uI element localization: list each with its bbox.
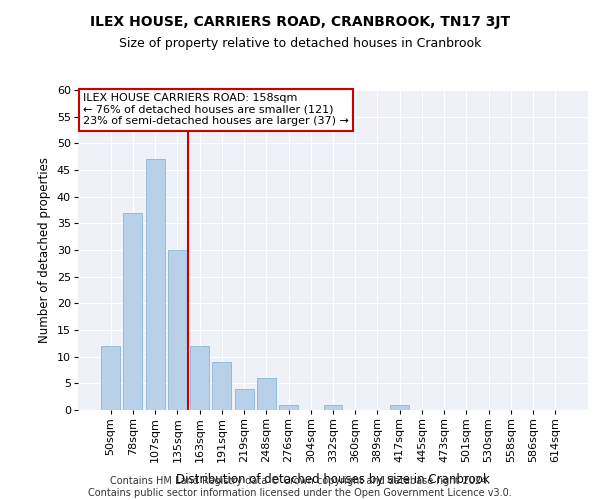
Bar bbox=[257, 378, 276, 410]
Bar bbox=[279, 404, 298, 410]
Text: ILEX HOUSE, CARRIERS ROAD, CRANBROOK, TN17 3JT: ILEX HOUSE, CARRIERS ROAD, CRANBROOK, TN… bbox=[90, 15, 510, 29]
Text: ILEX HOUSE CARRIERS ROAD: 158sqm
← 76% of detached houses are smaller (121)
23% : ILEX HOUSE CARRIERS ROAD: 158sqm ← 76% o… bbox=[83, 93, 349, 126]
Bar bbox=[146, 160, 164, 410]
Bar bbox=[212, 362, 231, 410]
X-axis label: Distribution of detached houses by size in Cranbrook: Distribution of detached houses by size … bbox=[176, 473, 490, 486]
Bar bbox=[323, 404, 343, 410]
Bar bbox=[101, 346, 120, 410]
Bar bbox=[390, 404, 409, 410]
Bar bbox=[190, 346, 209, 410]
Bar bbox=[124, 212, 142, 410]
Text: Contains HM Land Registry data © Crown copyright and database right 2024.
Contai: Contains HM Land Registry data © Crown c… bbox=[88, 476, 512, 498]
Bar bbox=[168, 250, 187, 410]
Bar bbox=[235, 388, 254, 410]
Text: Size of property relative to detached houses in Cranbrook: Size of property relative to detached ho… bbox=[119, 38, 481, 51]
Y-axis label: Number of detached properties: Number of detached properties bbox=[38, 157, 52, 343]
